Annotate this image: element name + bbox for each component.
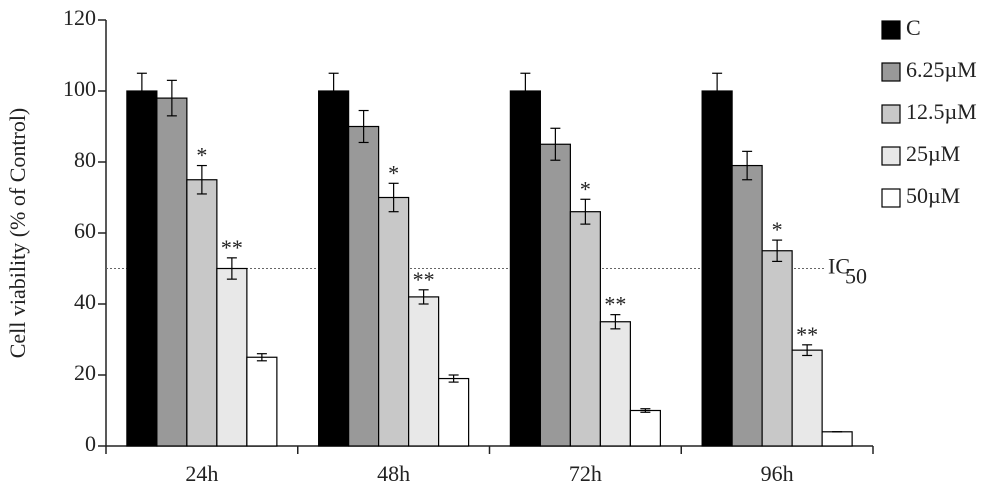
bar <box>821 431 853 447</box>
significance-label: ** <box>413 267 435 292</box>
error-bar <box>226 257 237 280</box>
bar <box>761 250 793 447</box>
error-bar <box>256 353 267 362</box>
error-bar <box>550 127 561 161</box>
error-bar <box>136 72 147 110</box>
error-bar <box>196 164 207 195</box>
x-tick-label: 24h <box>185 461 218 486</box>
error-bar <box>610 314 621 330</box>
error-bar <box>358 109 369 144</box>
legend-swatch <box>881 20 901 40</box>
legend-label: 6.25µM <box>906 57 977 82</box>
bar <box>216 267 248 447</box>
error-bar <box>580 198 591 225</box>
legend-label: 50µM <box>906 183 960 208</box>
error-bar <box>166 79 177 117</box>
error-bar <box>520 72 531 110</box>
bar <box>408 296 440 447</box>
error-bar <box>418 289 429 305</box>
x-tick-label: 48h <box>377 461 410 486</box>
significance-label: * <box>772 217 783 242</box>
y-tick-label: 80 <box>74 147 96 172</box>
error-bar <box>712 72 723 110</box>
y-tick-label: 60 <box>74 218 96 243</box>
error-bar <box>388 182 399 213</box>
bar <box>509 90 541 447</box>
y-tick-label: 100 <box>63 76 96 101</box>
x-tick-label: 72h <box>569 461 602 486</box>
significance-label: ** <box>221 235 243 260</box>
legend-label: 25µM <box>906 141 960 166</box>
bar <box>599 321 631 447</box>
legend-swatch <box>881 146 901 166</box>
significance-label: ** <box>796 322 818 347</box>
y-axis-title: Cell viability (% of Control) <box>5 108 30 359</box>
bar <box>186 179 218 447</box>
legend-label: 12.5µM <box>906 99 977 124</box>
bar <box>539 143 571 447</box>
y-tick-label: 40 <box>74 289 96 314</box>
legend-swatch <box>881 104 901 124</box>
bar <box>348 125 380 447</box>
reference-subscript: 50 <box>845 264 867 289</box>
error-bar <box>802 344 813 357</box>
error-bar <box>328 72 339 110</box>
y-tick-label: 0 <box>85 431 96 456</box>
significance-label: * <box>580 176 591 201</box>
x-tick-label: 96h <box>761 461 794 486</box>
y-tick-label: 120 <box>63 5 96 30</box>
bar <box>701 90 733 447</box>
reference-label: IC <box>828 254 850 279</box>
significance-label: ** <box>604 292 626 317</box>
error-bar <box>772 239 783 262</box>
significance-label: * <box>196 143 207 168</box>
bar <box>731 164 763 447</box>
y-tick-label: 20 <box>74 360 96 385</box>
bar <box>438 377 470 447</box>
bar <box>156 97 188 447</box>
legend-swatch <box>881 62 901 82</box>
error-bar <box>742 150 753 181</box>
error-bar <box>640 408 651 413</box>
significance-label: * <box>388 160 399 185</box>
bar <box>569 211 601 447</box>
bar <box>378 196 410 447</box>
bar <box>126 90 158 447</box>
error-bar <box>448 374 459 383</box>
legend-label: C <box>906 15 921 40</box>
legend-swatch <box>881 188 901 208</box>
bar <box>791 349 823 447</box>
bar <box>318 90 350 447</box>
bar <box>629 409 661 447</box>
bar <box>246 356 278 447</box>
